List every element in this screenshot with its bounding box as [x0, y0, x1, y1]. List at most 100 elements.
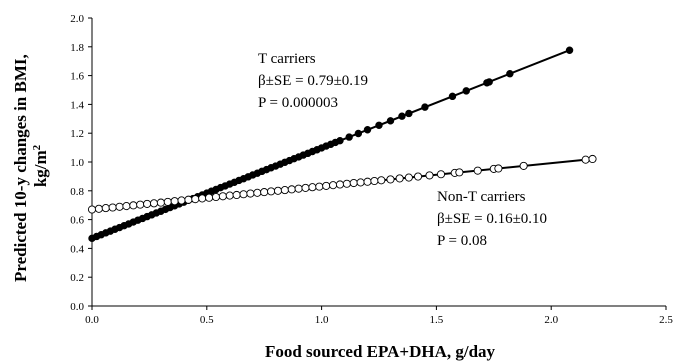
data-point-non-t-carriers — [143, 199, 152, 208]
data-point-t-carriers — [448, 92, 457, 101]
data-point-non-t-carriers — [232, 190, 241, 200]
annotation-t-carriers-p: P = 0.000003 — [258, 95, 338, 111]
x-tick-label: 1.5 — [430, 314, 444, 326]
data-point-non-t-carriers — [581, 155, 590, 164]
data-point-non-t-carriers — [519, 161, 528, 170]
data-point-non-t-carriers — [177, 196, 186, 205]
data-point-non-t-carriers — [386, 175, 395, 184]
x-tick-label: 1.0 — [315, 314, 329, 326]
data-point-non-t-carriers — [404, 173, 413, 182]
data-point-non-t-carriers — [129, 201, 138, 210]
annotation-t-carriers-label: T carriers — [258, 51, 316, 67]
data-point-non-t-carriers — [260, 188, 269, 197]
data-point-non-t-carriers — [287, 185, 296, 194]
data-point-t-carriers — [345, 133, 353, 141]
data-point-non-t-carriers — [315, 182, 324, 191]
data-point-non-t-carriers — [225, 191, 234, 200]
data-point-non-t-carriers — [329, 181, 338, 190]
data-point-non-t-carriers — [239, 190, 248, 199]
y-axis-title-superscript: 2 — [31, 144, 43, 150]
data-point-t-carriers — [462, 87, 470, 95]
data-point-non-t-carriers — [115, 202, 124, 211]
y-tick-label: 1.4 — [70, 99, 84, 111]
data-point-non-t-carriers — [294, 184, 303, 193]
data-point-non-t-carriers — [455, 168, 464, 177]
y-tick-label: 0.4 — [70, 243, 84, 255]
y-tick-label: 0.2 — [70, 272, 84, 284]
y-axis-title-line1: Predicted 10-y changes in BMI, — [11, 54, 30, 282]
data-point-non-t-carriers — [149, 199, 159, 208]
data-point-non-t-carriers — [205, 193, 214, 202]
annotation-non-t-carriers: Non-T carriers β±SE = 0.16±0.10 P = 0.08 — [437, 189, 547, 249]
x-tick-label: 0.5 — [200, 314, 214, 326]
x-ticks: 0.0 0.5 1.0 1.5 2.0 2.5 — [85, 306, 673, 326]
data-point-non-t-carriers — [170, 197, 179, 206]
data-point-t-carriers — [354, 129, 363, 138]
data-point-non-t-carriers — [335, 180, 345, 189]
annotation-non-t-carriers-label: Non-T carriers — [437, 189, 526, 205]
plot-area: 0.0 0.2 0.4 0.6 0.8 1.0 1.2 1.4 1.6 1.8 2.0 0.0 0.5… — [70, 13, 673, 326]
data-point-non-t-carriers — [108, 203, 117, 212]
data-point-non-t-carriers — [322, 181, 331, 190]
data-point-non-t-carriers — [246, 189, 255, 198]
y-tick-label: 2.0 — [70, 13, 84, 25]
data-point-non-t-carriers — [494, 164, 503, 173]
series-layer — [87, 46, 597, 243]
y-tick-label: 1.8 — [70, 42, 84, 54]
data-point-non-t-carriers — [370, 176, 379, 186]
data-point-t-carriers — [375, 121, 383, 129]
y-tick-label: 0.6 — [70, 215, 84, 227]
data-point-non-t-carriers — [163, 197, 172, 206]
y-tick-label: 0.0 — [70, 301, 84, 313]
data-point-non-t-carriers — [122, 202, 131, 211]
data-point-non-t-carriers — [342, 179, 351, 188]
data-point-non-t-carriers — [253, 188, 262, 197]
data-point-t-carriers — [398, 112, 406, 120]
y-tick-label: 1.2 — [70, 128, 84, 140]
data-point-t-carriers — [506, 70, 514, 78]
y-ticks: 0.0 0.2 0.4 0.6 0.8 1.0 1.2 1.4 1.6 1.8 2.0 — [70, 13, 92, 313]
data-point-non-t-carriers — [87, 205, 97, 214]
data-point-non-t-carriers — [136, 200, 145, 209]
annotation-t-carriers: T carriers β±SE = 0.79±0.19 P = 0.000003 — [258, 51, 368, 111]
data-point-non-t-carriers — [94, 204, 103, 213]
data-point-t-carriers — [363, 126, 372, 134]
data-point-non-t-carriers — [308, 183, 317, 192]
data-point-non-t-carriers — [280, 186, 289, 195]
data-point-t-carriers — [405, 109, 413, 118]
data-point-non-t-carriers — [101, 204, 110, 213]
data-point-non-t-carriers — [413, 172, 423, 181]
data-point-non-t-carriers — [425, 171, 434, 180]
data-point-non-t-carriers — [436, 170, 446, 179]
data-point-t-carriers — [336, 136, 344, 145]
data-point-non-t-carriers — [273, 186, 283, 195]
y-tick-label: 0.8 — [70, 186, 84, 198]
data-point-non-t-carriers — [184, 195, 193, 204]
data-point-t-carriers — [485, 78, 493, 86]
annotation-non-t-carriers-beta: β±SE = 0.16±0.10 — [437, 211, 547, 227]
x-tick-label: 0.0 — [85, 314, 99, 326]
x-axis-title: Food sourced EPA+DHA, g/day — [265, 342, 496, 361]
data-point-non-t-carriers — [218, 192, 227, 201]
annotation-non-t-carriers-p: P = 0.08 — [437, 233, 487, 249]
y-tick-label: 1.6 — [70, 71, 84, 83]
data-point-non-t-carriers — [198, 194, 207, 203]
y-axis-title-line2: kg/m — [31, 150, 50, 187]
data-point-non-t-carriers — [377, 176, 386, 185]
data-point-non-t-carriers — [395, 174, 404, 183]
data-point-t-carriers — [421, 103, 429, 111]
series-non-t-carriers — [87, 154, 597, 214]
data-point-non-t-carriers — [156, 198, 165, 207]
data-point-non-t-carriers — [267, 187, 276, 196]
data-point-non-t-carriers — [211, 192, 221, 202]
data-point-non-t-carriers — [301, 183, 310, 192]
data-point-non-t-carriers — [588, 154, 597, 164]
data-point-non-t-carriers — [473, 166, 482, 175]
y-tick-label: 1.0 — [70, 157, 84, 169]
data-point-non-t-carriers — [363, 177, 372, 186]
x-tick-label: 2.5 — [659, 314, 673, 326]
x-tick-label: 2.0 — [544, 314, 558, 326]
data-point-t-carriers — [386, 117, 395, 125]
data-point-non-t-carriers — [356, 178, 365, 187]
